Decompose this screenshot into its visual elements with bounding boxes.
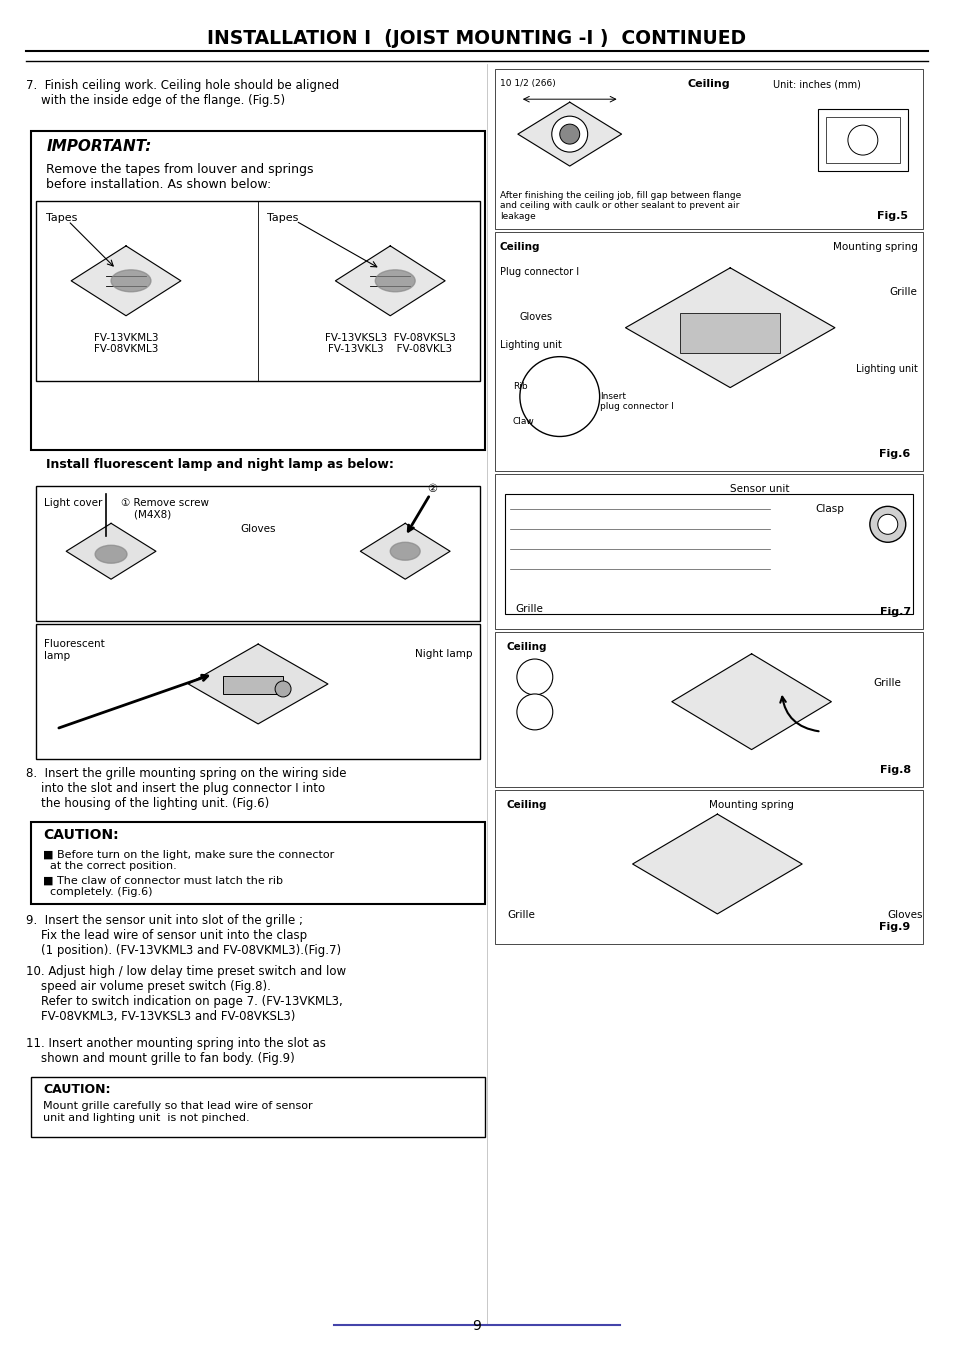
Text: Install fluorescent lamp and night lamp as below:: Install fluorescent lamp and night lamp … [46, 459, 394, 471]
Bar [31, 131, 484, 451]
Text: Insert
plug connector I: Insert plug connector I [599, 392, 673, 411]
Text: ②: ② [427, 485, 436, 494]
Bar [495, 69, 922, 229]
Polygon shape [671, 654, 830, 750]
Ellipse shape [111, 269, 151, 292]
Text: Fig.7: Fig.7 [879, 607, 910, 616]
Bar [36, 486, 479, 621]
Bar [495, 790, 922, 945]
Circle shape [847, 125, 877, 155]
Text: CAUTION:: CAUTION: [43, 828, 119, 841]
Text: Lighting unit: Lighting unit [855, 363, 917, 374]
Bar [817, 109, 907, 171]
Text: Fig.8: Fig.8 [879, 765, 910, 775]
Text: Sensor unit: Sensor unit [729, 485, 789, 494]
Ellipse shape [375, 269, 415, 292]
Text: 11. Insert another mounting spring into the slot as
    shown and mount grille t: 11. Insert another mounting spring into … [27, 1038, 326, 1065]
Text: Remove the tapes from louver and springs
before installation. As shown below:: Remove the tapes from louver and springs… [46, 163, 314, 191]
Bar [36, 201, 479, 381]
Text: Rib: Rib [513, 382, 527, 390]
Text: Ceiling: Ceiling [506, 800, 547, 810]
Text: Unit: inches (mm): Unit: inches (mm) [772, 79, 860, 89]
Polygon shape [517, 102, 621, 166]
Bar [31, 821, 484, 903]
Text: After finishing the ceiling job, fill gap between flange
and ceiling with caulk : After finishing the ceiling job, fill ga… [499, 191, 740, 221]
Text: Tapes: Tapes [46, 213, 77, 223]
Circle shape [551, 116, 587, 152]
Text: Gloves: Gloves [240, 525, 275, 534]
Circle shape [877, 514, 897, 534]
Text: Mount grille carefully so that lead wire of sensor
unit and lighting unit  is no: Mount grille carefully so that lead wire… [43, 1101, 313, 1123]
Ellipse shape [390, 542, 419, 560]
Bar [504, 494, 912, 614]
Text: INSTALLATION I  (JOIST MOUNTING -I )  CONTINUED: INSTALLATION I (JOIST MOUNTING -I ) CONT… [207, 30, 746, 48]
Text: IMPORTANT:: IMPORTANT: [46, 139, 152, 153]
Text: 8.  Insert the grille mounting spring on the wiring side
    into the slot and i: 8. Insert the grille mounting spring on … [27, 767, 347, 810]
Bar [495, 474, 922, 629]
Bar [495, 232, 922, 471]
Text: Fig.9: Fig.9 [879, 922, 910, 933]
Text: Night lamp: Night lamp [415, 649, 472, 660]
Text: ① Remove screw
    (M4X8): ① Remove screw (M4X8) [121, 498, 209, 520]
Text: 9.  Insert the sensor unit into slot of the grille ;
    Fix the lead wire of se: 9. Insert the sensor unit into slot of t… [27, 914, 341, 957]
Text: Grille: Grille [889, 287, 917, 297]
Text: Fig.6: Fig.6 [879, 450, 910, 459]
Bar [31, 1077, 484, 1137]
Text: ■ Before turn on the light, make sure the connector
  at the correct position.: ■ Before turn on the light, make sure th… [43, 849, 335, 871]
Circle shape [559, 124, 579, 144]
Bar [36, 625, 479, 759]
Text: Fluorescent
lamp: Fluorescent lamp [44, 639, 105, 661]
Polygon shape [71, 246, 181, 316]
Text: Lighting unit: Lighting unit [499, 339, 561, 350]
Text: Grille: Grille [506, 910, 535, 919]
Circle shape [517, 660, 552, 695]
Polygon shape [360, 524, 450, 579]
Polygon shape [66, 524, 155, 579]
Text: CAUTION:: CAUTION: [43, 1084, 111, 1096]
Circle shape [869, 506, 904, 542]
Ellipse shape [95, 545, 127, 563]
Bar [679, 312, 780, 353]
Polygon shape [632, 814, 801, 914]
Circle shape [274, 681, 291, 697]
Text: Fig.5: Fig.5 [876, 211, 907, 221]
Text: 10 1/2 (266): 10 1/2 (266) [499, 79, 555, 89]
Text: ■ The claw of connector must latch the rib
  completely. (Fig.6): ■ The claw of connector must latch the r… [43, 876, 283, 898]
Text: Ceiling: Ceiling [506, 642, 547, 651]
Text: FV-13VKML3
FV-08VKML3: FV-13VKML3 FV-08VKML3 [93, 332, 158, 354]
Circle shape [517, 695, 552, 730]
Text: 9: 9 [472, 1319, 481, 1333]
Text: Light cover: Light cover [44, 498, 103, 509]
Text: Grille: Grille [515, 604, 542, 614]
Text: Claw: Claw [513, 416, 534, 425]
Text: Mounting spring: Mounting spring [832, 242, 917, 252]
Text: 10. Adjust high / low delay time preset switch and low
    speed air volume pres: 10. Adjust high / low delay time preset … [27, 965, 346, 1023]
Bar [495, 633, 922, 787]
Text: Ceiling: Ceiling [687, 79, 729, 89]
Text: Grille: Grille [872, 678, 900, 689]
Text: 7.  Finish ceiling work. Ceiling hole should be aligned
    with the inside edge: 7. Finish ceiling work. Ceiling hole sho… [27, 79, 339, 108]
Circle shape [519, 357, 599, 436]
Polygon shape [188, 643, 328, 724]
Text: Clasp: Clasp [815, 505, 843, 514]
Text: Mounting spring: Mounting spring [708, 800, 793, 810]
Polygon shape [625, 268, 834, 388]
Text: Gloves: Gloves [887, 910, 923, 919]
Text: Gloves: Gloves [519, 312, 553, 322]
Text: Tapes: Tapes [267, 213, 298, 223]
Text: Plug connector I: Plug connector I [499, 267, 578, 277]
Bar [223, 676, 283, 695]
Text: FV-13VKSL3  FV-08VKSL3
FV-13VKL3    FV-08VKL3: FV-13VKSL3 FV-08VKSL3 FV-13VKL3 FV-08VKL… [324, 332, 456, 354]
Bar [825, 117, 899, 163]
Text: Ceiling: Ceiling [499, 242, 539, 252]
Polygon shape [335, 246, 445, 316]
